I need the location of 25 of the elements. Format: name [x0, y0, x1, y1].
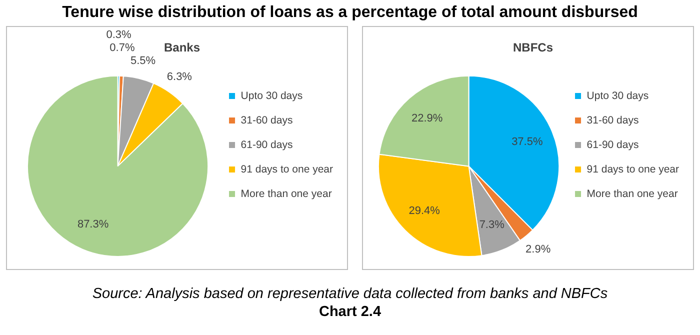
data-label: 87.3% [77, 218, 109, 230]
caption: Chart 2.4 [318, 304, 382, 320]
legend-label: Upto 30 days [586, 90, 649, 102]
data-label: 0.7% [110, 42, 135, 54]
legend-label: 91 days to one year [586, 163, 680, 176]
data-label: 22.9% [412, 112, 443, 125]
data-label: 2.9% [526, 243, 551, 256]
legend-label: More than one year [586, 188, 678, 200]
text: Tenure wise distribution of loans as a percentage of total amount disbursed [61, 3, 639, 23]
data-label: 0.3% [106, 28, 132, 41]
legend-label: 31-60 days [240, 114, 293, 126]
legend-label: 61-90 days [586, 138, 639, 151]
data-label: 29.4% [408, 205, 440, 218]
legend-label: More than one year [240, 188, 332, 200]
data-label: 7.3% [479, 219, 505, 232]
chart-title: NBFCs [512, 40, 554, 55]
source-note: Source: Analysis based on representative data collected from banks and NBFCs [91, 286, 609, 302]
legend-label: Upto 30 days [240, 90, 303, 102]
data-label: 37.5% [512, 136, 543, 148]
legend-label: 91 days to one year [240, 163, 334, 176]
legend-label: 31-60 days [586, 114, 639, 126]
text: Banks [164, 40, 200, 55]
data-label: 5.5% [130, 54, 156, 67]
legend-label: 61-90 days [240, 138, 293, 151]
data-label: 6.3% [166, 71, 192, 84]
